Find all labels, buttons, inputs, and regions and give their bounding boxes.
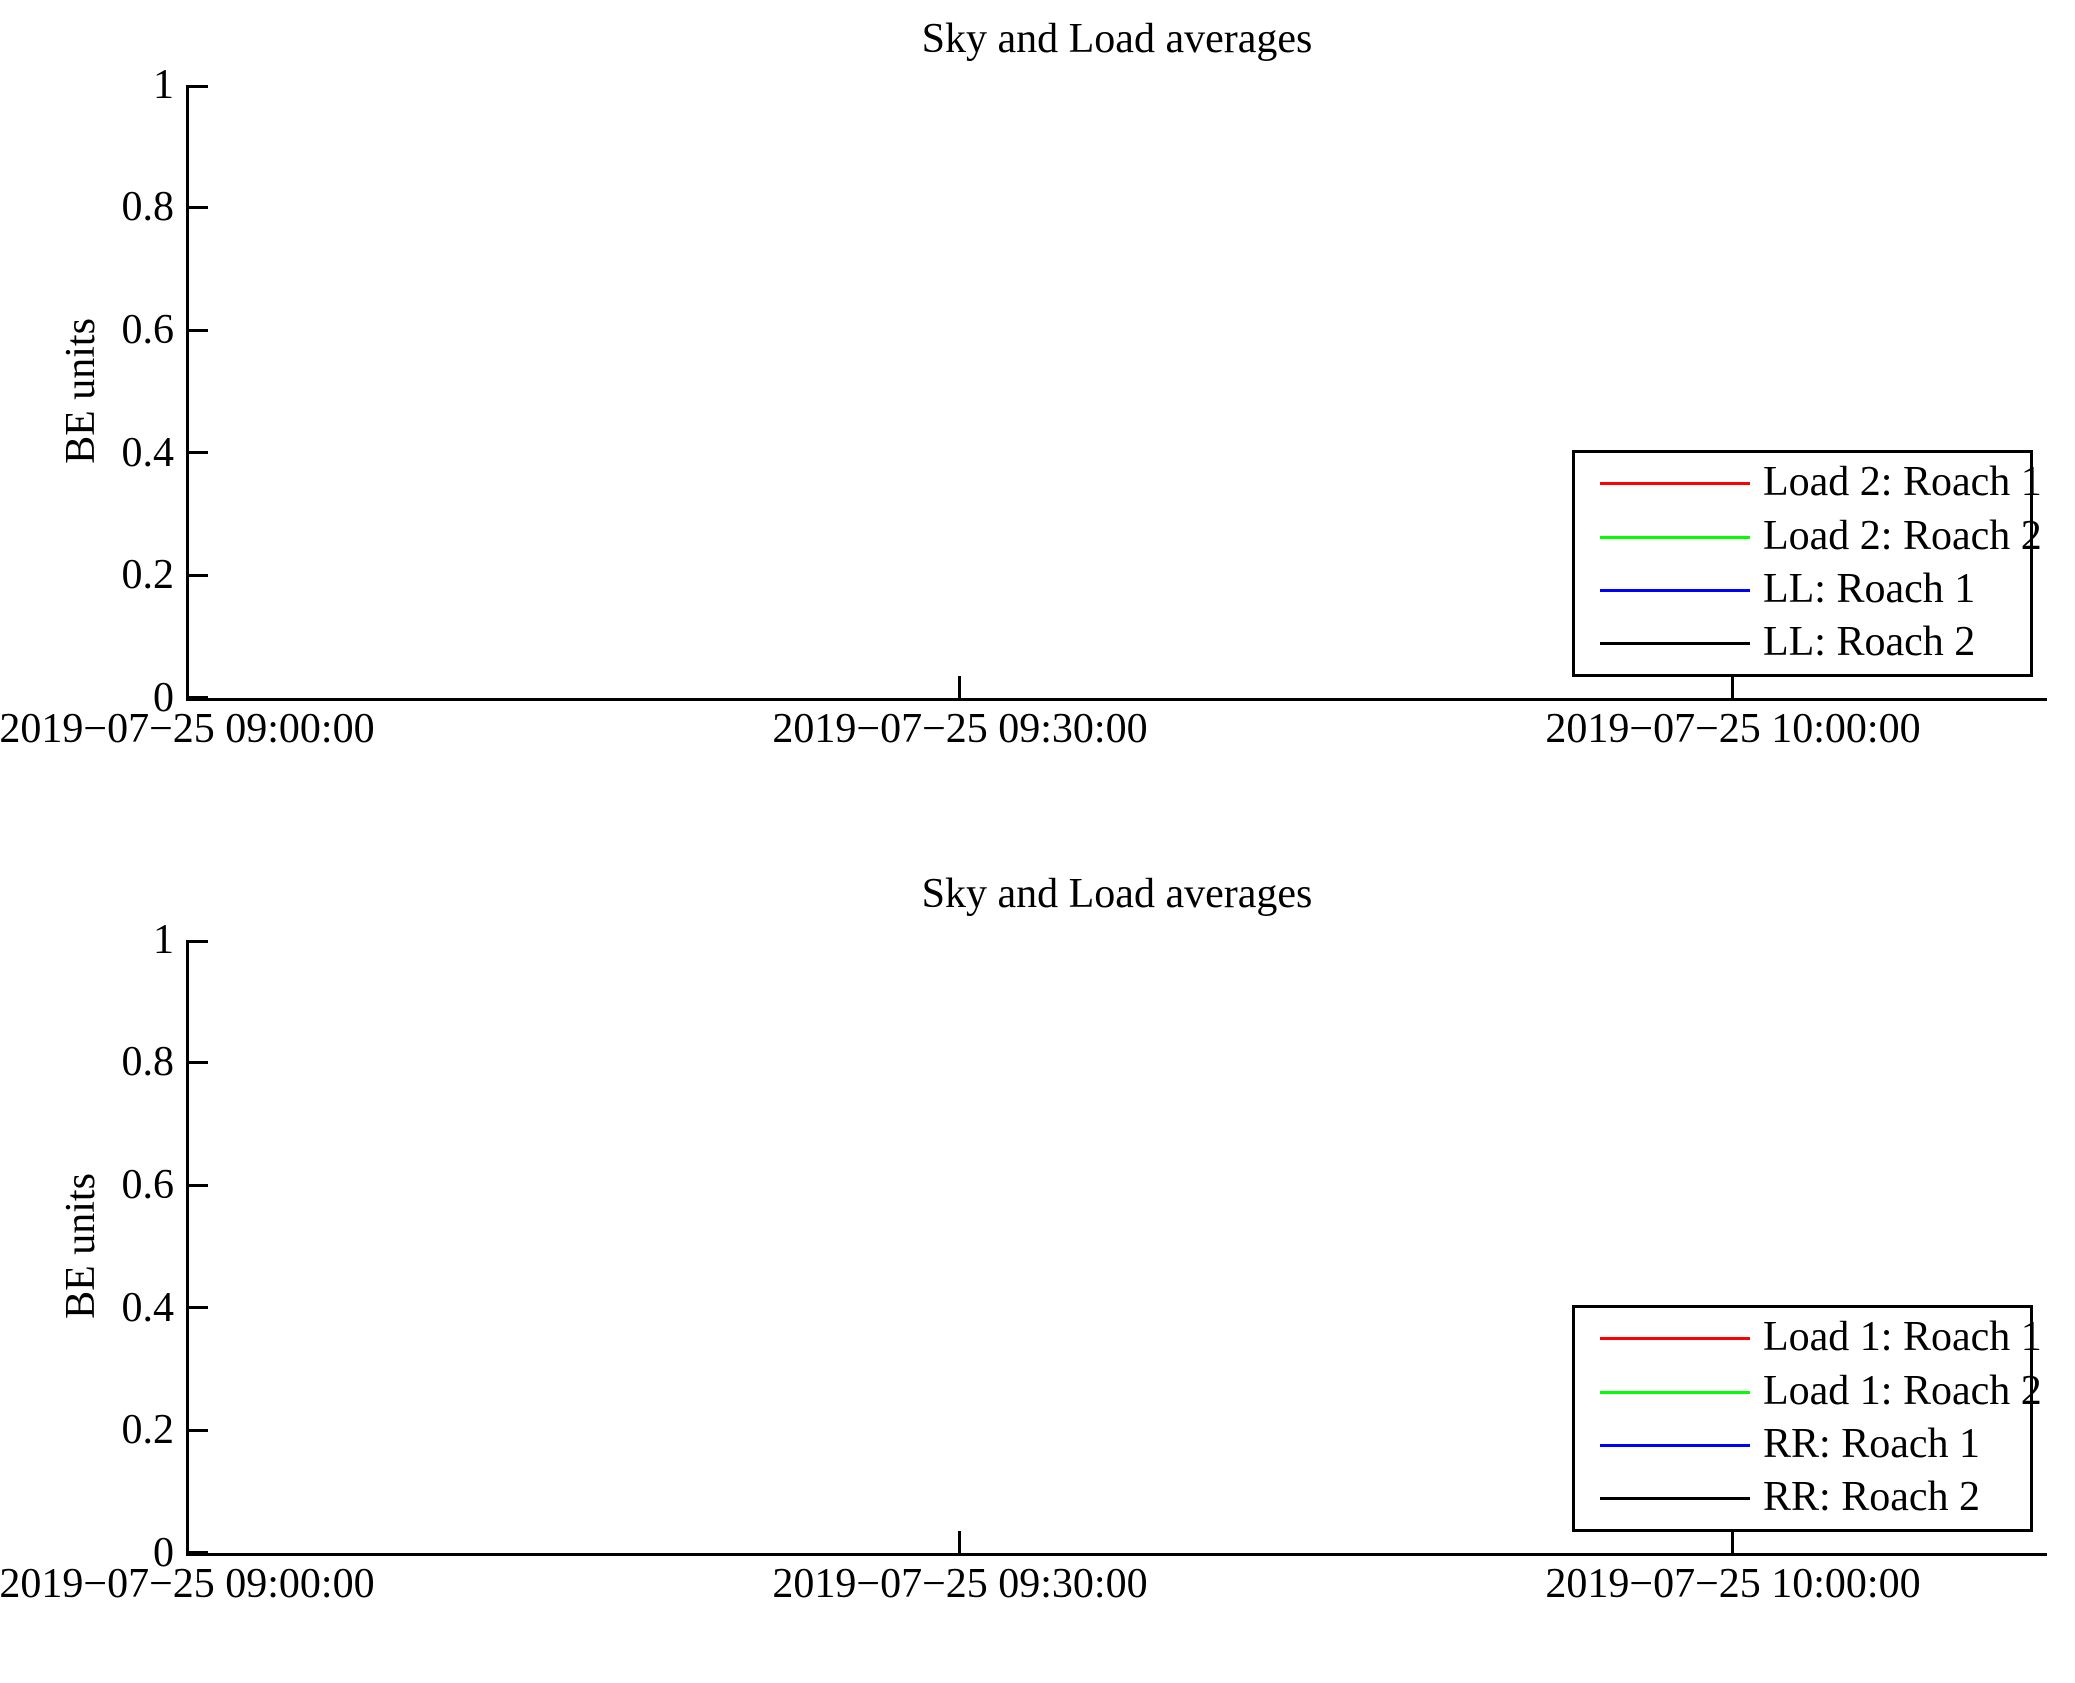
x-tick-mark [958,1531,961,1553]
y-tick-label: 0.2 [121,552,175,598]
legend-entry-label: Load 2: Roach 2 [1763,513,2042,560]
legend: Load 2: Roach 1 Load 2: Roach 2 LL: Roac… [1572,450,2042,677]
y-tick-mark [189,206,208,209]
x-tick-label: 2019−07−25 10:00:00 [1545,1561,1921,1607]
y-tick-mark [189,1429,208,1432]
legend-line-sample [1600,589,1750,592]
legend-line-sample [1600,1391,1750,1394]
y-tick-label: 1 [153,62,174,108]
legend-line-sample [1600,536,1750,539]
legend-entry-label: Load 1: Roach 1 [1763,1314,2042,1361]
y-tick-mark [189,696,208,699]
x-tick-label: 2019−07−25 09:00:00 [0,1561,375,1607]
x-axis-line [186,698,2047,701]
legend-line-sample [1600,642,1750,645]
x-tick-mark [186,676,189,698]
y-tick-label: 0.4 [121,1285,175,1331]
legend-entry-label: RR: Roach 1 [1763,1421,1980,1468]
y-tick-label: 0 [153,675,174,721]
chart-title: Sky and Load averages [921,871,1313,917]
legend-line-sample [1600,1444,1750,1447]
y-tick-label: 1 [153,917,174,963]
x-tick-mark [958,676,961,698]
x-tick-label: 2019−07−25 09:30:00 [772,1561,1148,1607]
y-tick-label: 0.6 [121,307,175,353]
x-axis-line [186,1553,2047,1556]
x-tick-mark [1731,676,1734,698]
legend-line-sample [1600,1497,1750,1500]
y-tick-mark [189,1061,208,1064]
y-tick-label: 0.4 [121,430,175,476]
chart-title: Sky and Load averages [921,16,1313,62]
x-tick-label: 2019−07−25 10:00:00 [1545,706,1921,752]
y-tick-label: 0.8 [121,184,175,230]
legend: Load 1: Roach 1 Load 1: Roach 2 RR: Roac… [1572,1305,2042,1532]
y-tick-mark [189,451,208,454]
y-tick-mark [189,329,208,332]
legend-entry-label: LL: Roach 2 [1763,619,1976,666]
y-tick-label: 0.8 [121,1039,175,1085]
y-tick-label: 0.2 [121,1407,175,1453]
x-tick-label: 2019−07−25 09:00:00 [0,706,375,752]
chart-top: Sky and Load averages BE units 1 0.8 0.6… [0,0,2075,790]
y-tick-mark [189,574,208,577]
legend-entry-label: RR: Roach 2 [1763,1474,1980,1521]
y-tick-mark [189,1551,208,1554]
y-tick-label: 0 [153,1530,174,1576]
y-tick-mark [189,1184,208,1187]
y-tick-mark [189,85,208,88]
legend-entry-label: Load 2: Roach 1 [1763,459,2042,506]
legend-line-sample [1600,1337,1750,1340]
chart-bottom: Sky and Load averages BE units 1 0.8 0.6… [0,855,2075,1645]
legend-line-sample [1600,482,1750,485]
y-tick-label: 0.6 [121,1162,175,1208]
x-tick-mark [1731,1531,1734,1553]
y-axis-line [186,85,189,701]
legend-entry-label: Load 1: Roach 2 [1763,1368,2042,1415]
legend-entry-label: LL: Roach 1 [1763,566,1976,613]
x-tick-mark [186,1531,189,1553]
y-axis-line [186,940,189,1556]
x-tick-label: 2019−07−25 09:30:00 [772,706,1148,752]
y-tick-mark [189,1306,208,1309]
y-tick-mark [189,940,208,943]
